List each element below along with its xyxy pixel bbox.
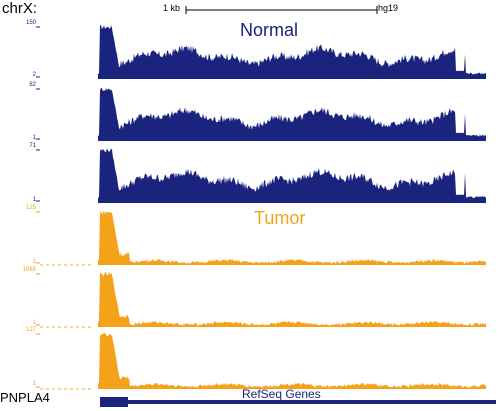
scale-bar-label: 1 kb	[163, 3, 181, 13]
coverage-area	[98, 87, 486, 141]
track-5-ymin: 1	[32, 320, 36, 326]
chromosome-label: chrX:	[2, 0, 38, 17]
gene-name-label[interactable]: PNPLA4	[0, 390, 50, 405]
track-5-ymax: 1065	[22, 267, 36, 273]
track-4-ymin: 1	[32, 259, 36, 265]
track-6-ymin: 1	[32, 381, 36, 387]
track-3-ymax: 71	[29, 143, 36, 149]
track-1-ymin: 2	[32, 72, 36, 78]
track-1-ymax: 150	[25, 20, 36, 26]
track-6-ymax: 127	[25, 327, 36, 333]
tumor-group-label: Tumor	[254, 208, 306, 228]
coverage-area	[98, 148, 486, 203]
track-3-ymin: 1	[32, 197, 36, 203]
track-2-ymin: 1	[32, 135, 36, 141]
coverage-area	[98, 25, 486, 79]
refseq-track-label: RefSeq Genes	[242, 387, 321, 401]
assembly-label: hg19	[378, 3, 399, 13]
gene-exon-block	[100, 397, 128, 407]
normal-group-label: Normal	[240, 20, 299, 40]
gene-intron-line	[100, 400, 496, 404]
track-2-ymax: 82	[29, 82, 36, 88]
track-4-ymax: 125	[25, 205, 36, 211]
